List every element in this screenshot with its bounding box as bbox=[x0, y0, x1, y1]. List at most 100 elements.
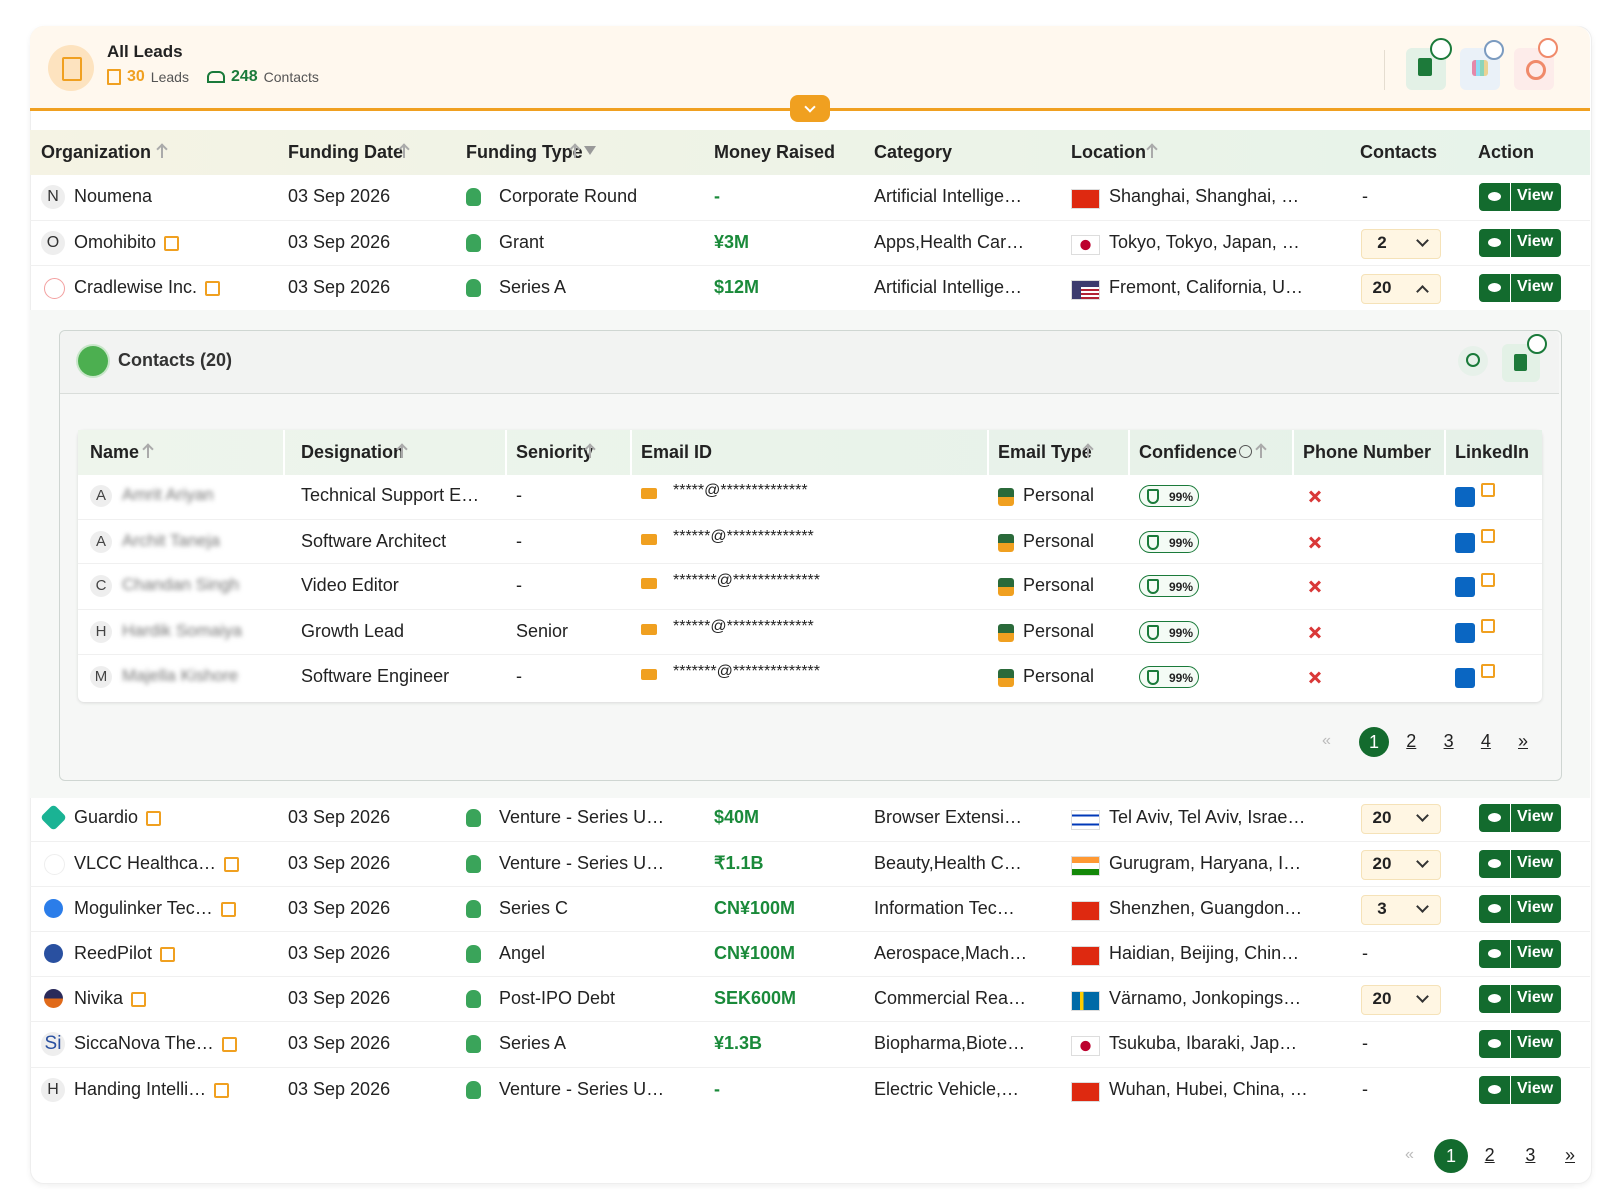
external-link-icon[interactable] bbox=[1481, 483, 1495, 497]
view-label[interactable]: View bbox=[1517, 808, 1554, 825]
page-link[interactable]: 3 bbox=[1443, 731, 1454, 751]
contacts-dropdown[interactable] bbox=[1361, 804, 1441, 834]
contacts-count[interactable]: 20 bbox=[1372, 854, 1392, 873]
column-header[interactable]: Contacts bbox=[1360, 142, 1438, 162]
page-link[interactable]: 4 bbox=[1480, 731, 1491, 751]
contacts-count[interactable]: 2 bbox=[1377, 233, 1387, 252]
contacts-dropdown[interactable] bbox=[1361, 985, 1441, 1015]
contacts-count[interactable]: 3 bbox=[1377, 899, 1387, 918]
contacts-count: - bbox=[1362, 186, 1368, 206]
view-label[interactable]: View bbox=[1517, 854, 1554, 871]
org-name[interactable]: SiccaNova The… bbox=[74, 1033, 214, 1053]
row-divider bbox=[30, 1067, 1590, 1068]
excel-icon bbox=[1418, 58, 1432, 76]
org-name[interactable]: Noumena bbox=[74, 186, 153, 206]
contacts-column-header[interactable]: Designation bbox=[301, 442, 405, 462]
flag bbox=[1071, 810, 1100, 830]
column-header[interactable]: Funding Date bbox=[288, 142, 403, 162]
external-link-icon[interactable] bbox=[221, 902, 236, 917]
sort-icon[interactable] bbox=[161, 145, 163, 158]
external-link-icon[interactable] bbox=[1481, 664, 1495, 678]
column-header[interactable]: Location bbox=[1071, 142, 1146, 162]
external-link-icon[interactable] bbox=[160, 947, 175, 962]
org-name[interactable]: Nivika bbox=[74, 988, 124, 1008]
pagination-next[interactable]: » bbox=[1518, 731, 1529, 751]
external-link-icon[interactable] bbox=[131, 992, 146, 1007]
view-label[interactable]: View bbox=[1517, 1080, 1554, 1097]
filter-icon[interactable] bbox=[584, 146, 596, 155]
pagination-prev[interactable]: « bbox=[1405, 1146, 1414, 1163]
sync-badge bbox=[1538, 38, 1558, 58]
external-link-icon[interactable] bbox=[146, 811, 161, 826]
external-link-icon[interactable] bbox=[164, 236, 179, 251]
column-header[interactable]: Action bbox=[1478, 142, 1534, 162]
info-icon bbox=[1239, 445, 1252, 458]
contacts-dropdown[interactable] bbox=[1361, 850, 1441, 880]
sort-icon[interactable] bbox=[403, 145, 405, 158]
page-link[interactable]: 2 bbox=[1484, 1145, 1495, 1165]
pagination-prev[interactable]: « bbox=[1322, 732, 1331, 749]
linkedin-icon[interactable] bbox=[1455, 668, 1475, 688]
email-icon bbox=[641, 534, 657, 545]
view-label[interactable]: View bbox=[1517, 944, 1554, 961]
org-name[interactable]: Guardio bbox=[74, 807, 139, 827]
sort-icon[interactable] bbox=[401, 445, 403, 458]
linkedin-icon[interactable] bbox=[1455, 533, 1475, 553]
contacts-column-header[interactable]: Seniority bbox=[516, 442, 594, 462]
external-link-icon[interactable] bbox=[214, 1083, 229, 1098]
org-name[interactable]: ReedPilot bbox=[74, 943, 153, 963]
sort-icon[interactable] bbox=[574, 145, 576, 158]
contacts-column-header[interactable]: Email ID bbox=[641, 442, 713, 462]
external-link-icon[interactable] bbox=[224, 857, 239, 872]
contacts-dropdown[interactable] bbox=[1361, 229, 1441, 259]
external-link-icon[interactable] bbox=[1481, 619, 1495, 633]
view-label[interactable]: View bbox=[1517, 278, 1554, 295]
current-page[interactable]: 1 bbox=[1434, 1139, 1468, 1173]
contacts-column-header[interactable]: LinkedIn bbox=[1455, 442, 1530, 462]
linkedin-icon[interactable] bbox=[1455, 487, 1475, 507]
org-name[interactable]: Handing Intelli… bbox=[74, 1079, 207, 1099]
linkedin-icon[interactable] bbox=[1455, 623, 1475, 643]
contacts-dropdown[interactable] bbox=[1361, 274, 1441, 304]
linkedin-icon[interactable] bbox=[1455, 577, 1475, 597]
contacts-dropdown[interactable] bbox=[1361, 895, 1441, 925]
org-name[interactable]: Omohibito bbox=[74, 232, 157, 252]
column-header[interactable]: Category bbox=[874, 142, 953, 162]
external-link-icon[interactable] bbox=[222, 1037, 237, 1052]
shield-icon bbox=[1147, 579, 1159, 594]
org-name[interactable]: Mogulinker Tec… bbox=[74, 898, 213, 918]
collapse-button[interactable] bbox=[790, 95, 830, 122]
view-label[interactable]: View bbox=[1517, 1034, 1554, 1051]
view-label[interactable]: View bbox=[1517, 899, 1554, 916]
current-page[interactable]: 1 bbox=[1359, 727, 1389, 757]
contacts-column-header[interactable]: Confidence bbox=[1139, 442, 1238, 462]
pagination-next[interactable]: » bbox=[1565, 1145, 1576, 1165]
external-link-icon[interactable] bbox=[1481, 529, 1495, 543]
column-header[interactable]: Funding Type bbox=[466, 142, 583, 162]
contacts-column-header[interactable]: Email Type bbox=[998, 442, 1092, 462]
sort-icon[interactable] bbox=[1151, 145, 1153, 158]
page-link[interactable]: 3 bbox=[1525, 1145, 1536, 1165]
sort-icon[interactable] bbox=[589, 445, 591, 458]
contacts-count[interactable]: 20 bbox=[1372, 808, 1392, 827]
sort-icon[interactable] bbox=[147, 445, 149, 458]
external-link-icon[interactable] bbox=[1481, 573, 1495, 587]
contacts-count[interactable]: 20 bbox=[1372, 278, 1392, 297]
view-label[interactable]: View bbox=[1517, 989, 1554, 1006]
sort-icon[interactable] bbox=[1087, 445, 1089, 458]
org-name[interactable]: VLCC Healthca… bbox=[74, 853, 217, 873]
column-header[interactable]: Organization bbox=[41, 142, 152, 162]
column-header[interactable]: Money Raised bbox=[714, 142, 836, 162]
sort-icon[interactable] bbox=[1260, 445, 1262, 458]
contacts-column-header[interactable]: Phone Number bbox=[1303, 442, 1432, 462]
external-link-icon[interactable] bbox=[205, 281, 220, 296]
contacts-count[interactable]: 20 bbox=[1372, 989, 1392, 1008]
email-type-icon bbox=[998, 534, 1014, 552]
view-label[interactable]: View bbox=[1517, 187, 1554, 204]
view-label[interactable]: View bbox=[1517, 233, 1554, 250]
contacts-table-header bbox=[78, 430, 1542, 475]
org-name[interactable]: Cradlewise Inc. bbox=[74, 277, 198, 297]
page-link[interactable]: 2 bbox=[1406, 731, 1417, 751]
row-divider bbox=[78, 609, 1542, 610]
contacts-column-header[interactable]: Name bbox=[90, 442, 140, 462]
